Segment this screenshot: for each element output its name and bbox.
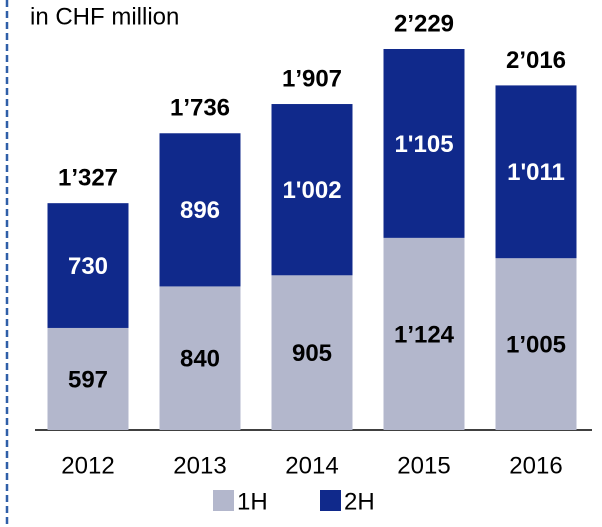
bar-segment <box>47 203 129 328</box>
total-label: 2’016 <box>506 47 566 74</box>
value-label: 597 <box>68 366 108 393</box>
bar-segment <box>383 49 465 238</box>
value-label: 1'011 <box>507 159 565 186</box>
bar-segment <box>271 275 353 430</box>
bar-segment <box>495 85 577 259</box>
bar-segment <box>159 133 241 287</box>
legend-label: 1H <box>237 488 268 515</box>
value-label: 840 <box>180 346 220 373</box>
total-label: 1’327 <box>58 165 118 192</box>
total-label: 1’907 <box>282 65 342 92</box>
bar-segment <box>495 258 577 430</box>
value-label: 896 <box>180 197 220 224</box>
value-label: 1'105 <box>394 131 453 158</box>
legend-swatch <box>320 490 341 511</box>
bar-segment <box>47 327 129 430</box>
value-label: 1’124 <box>394 321 455 348</box>
total-label: 1’736 <box>170 95 230 122</box>
value-label: 1'002 <box>282 177 341 204</box>
x-tick-label: 2014 <box>285 452 338 479</box>
value-label: 730 <box>68 253 108 280</box>
value-label: 905 <box>292 340 332 367</box>
x-tick-label: 2013 <box>173 452 226 479</box>
legend-label: 2H <box>344 488 375 515</box>
total-label: 2’229 <box>394 10 454 37</box>
legend-swatch <box>213 490 234 511</box>
value-label: 1’005 <box>506 331 566 358</box>
chart-subtitle: in CHF million <box>30 3 179 30</box>
bar-segment <box>159 286 241 430</box>
bar-segment <box>383 237 465 430</box>
bar-segment <box>271 104 353 276</box>
x-tick-label: 2012 <box>61 452 114 479</box>
x-tick-label: 2015 <box>397 452 450 479</box>
x-tick-label: 2016 <box>509 452 562 479</box>
